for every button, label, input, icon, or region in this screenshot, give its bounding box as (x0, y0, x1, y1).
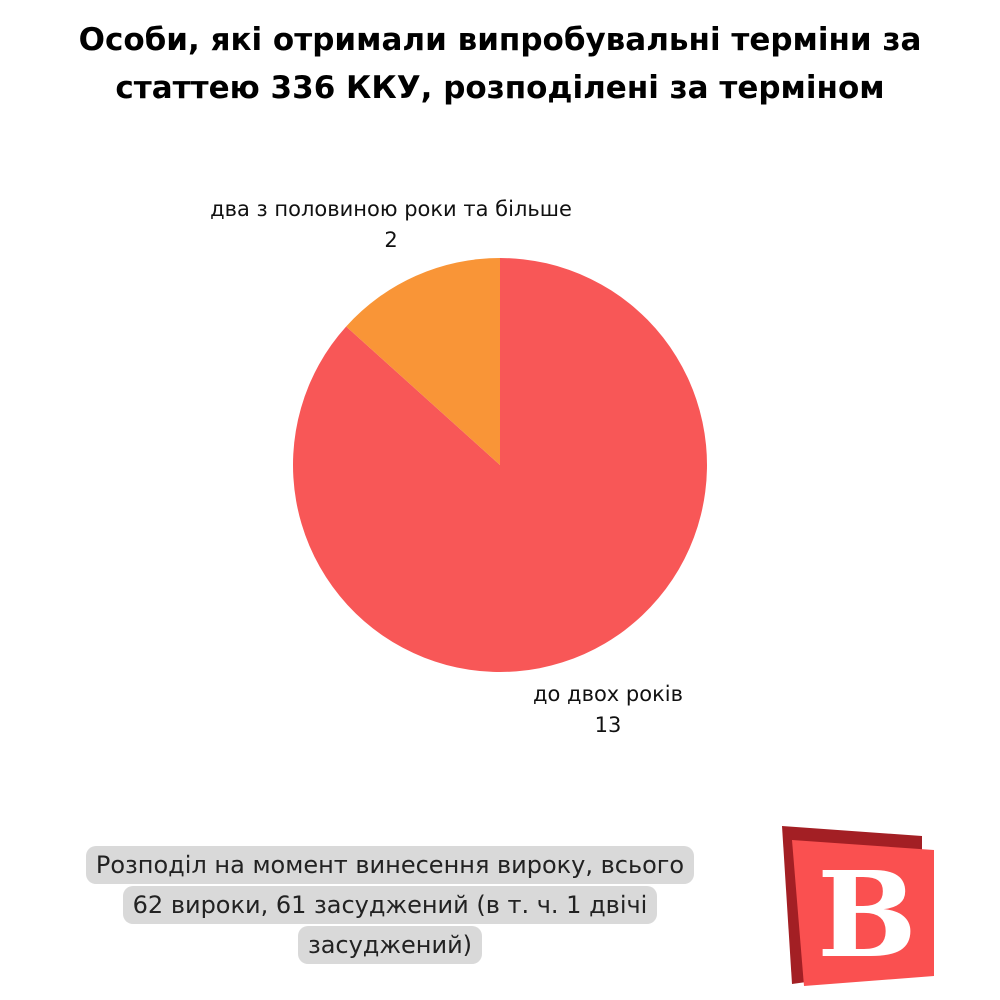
slice-label-value: 2 (384, 228, 398, 252)
slice-label-text: до двох років (533, 682, 683, 706)
slice-label-two-and-half-years: два з половиною роки та більше 2 (200, 194, 582, 256)
footnote-line-1: Розподіл на момент винесення вироку, всь… (85, 846, 695, 884)
footnote-line-2: 62 вироки, 61 засуджений (в т. ч. 1 двіч… (122, 886, 658, 924)
footnote: Розподіл на момент винесення вироку, всь… (40, 846, 740, 966)
logo-front-panel (792, 840, 934, 986)
chart-title-line-1: Особи, які отримали випробувальні термін… (78, 22, 922, 58)
slice-label-value: 13 (594, 713, 622, 737)
chart-title: Особи, які отримали випробувальні термін… (40, 16, 960, 112)
slice-label-text: два з половиною роки та більше (210, 197, 572, 221)
pie-slice-1 (346, 258, 500, 465)
slice-label-up-to-two-years: до двох років 13 (518, 679, 698, 741)
chart-title-line-2: статтею 336 ККУ, розподілені за терміном (115, 70, 885, 106)
logo-letter: B (817, 845, 917, 984)
brand-logo: B (782, 826, 934, 986)
footnote-line-3: засуджений) (297, 926, 483, 964)
